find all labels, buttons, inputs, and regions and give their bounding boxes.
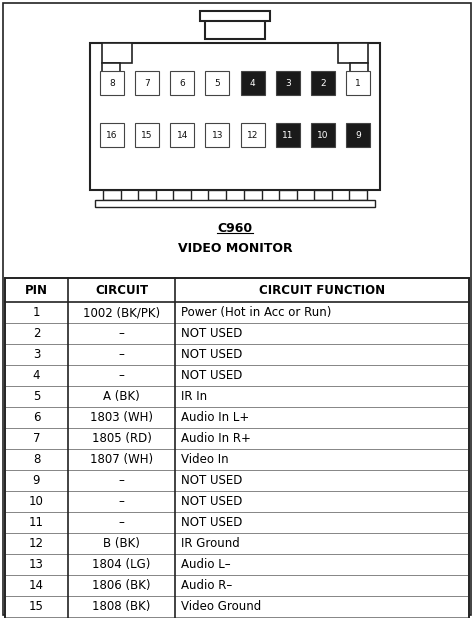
Text: 13: 13 <box>212 130 223 140</box>
Text: 7: 7 <box>144 78 150 88</box>
Text: –: – <box>118 474 125 487</box>
Text: 1: 1 <box>355 78 361 88</box>
Bar <box>102 43 132 63</box>
Bar <box>209 190 227 200</box>
Text: 8: 8 <box>33 453 40 466</box>
Text: NOT USED: NOT USED <box>181 495 242 508</box>
Text: 8: 8 <box>109 78 115 88</box>
Text: 3: 3 <box>33 348 40 361</box>
Text: VIDEO MONITOR: VIDEO MONITOR <box>178 242 292 255</box>
Text: 11: 11 <box>282 130 293 140</box>
Bar <box>170 71 194 95</box>
Text: –: – <box>118 327 125 340</box>
Text: 4: 4 <box>33 369 40 382</box>
Text: 1803 (WH): 1803 (WH) <box>90 411 153 424</box>
Text: NOT USED: NOT USED <box>181 327 242 340</box>
Text: 15: 15 <box>141 130 153 140</box>
Text: 1002 (BK/PK): 1002 (BK/PK) <box>83 306 160 319</box>
Bar <box>314 190 332 200</box>
Bar <box>138 190 156 200</box>
Bar <box>95 200 375 207</box>
Bar <box>276 71 300 95</box>
Bar <box>244 190 262 200</box>
Text: 2: 2 <box>320 78 326 88</box>
Bar <box>205 123 229 147</box>
Bar <box>170 123 194 147</box>
Text: NOT USED: NOT USED <box>181 474 242 487</box>
Text: Audio In L+: Audio In L+ <box>181 411 249 424</box>
Text: Power (Hot in Acc or Run): Power (Hot in Acc or Run) <box>181 306 331 319</box>
Text: –: – <box>118 348 125 361</box>
Text: 1806 (BK): 1806 (BK) <box>92 579 151 592</box>
Text: 1804 (LG): 1804 (LG) <box>92 558 151 571</box>
Text: 7: 7 <box>33 432 40 445</box>
Bar <box>346 123 370 147</box>
Bar <box>205 17 265 39</box>
Bar <box>5 278 469 618</box>
Bar <box>102 63 120 73</box>
Text: 9: 9 <box>33 474 40 487</box>
Text: 6: 6 <box>180 78 185 88</box>
Text: 4: 4 <box>250 78 255 88</box>
Text: A (BK): A (BK) <box>103 390 140 403</box>
Text: Video Ground: Video Ground <box>181 600 261 613</box>
Text: B (BK): B (BK) <box>103 537 140 550</box>
Text: 5: 5 <box>33 390 40 403</box>
Text: 1807 (WH): 1807 (WH) <box>90 453 153 466</box>
Text: 13: 13 <box>29 558 44 571</box>
Text: 9: 9 <box>355 130 361 140</box>
Bar <box>338 43 368 63</box>
Text: 10: 10 <box>29 495 44 508</box>
Text: IR In: IR In <box>181 390 207 403</box>
Text: 2: 2 <box>33 327 40 340</box>
Text: NOT USED: NOT USED <box>181 348 242 361</box>
Text: 16: 16 <box>106 130 118 140</box>
Text: 3: 3 <box>285 78 291 88</box>
Text: 12: 12 <box>247 130 258 140</box>
Text: Audio In R+: Audio In R+ <box>181 432 251 445</box>
Text: IR Ground: IR Ground <box>181 537 240 550</box>
Bar <box>349 190 367 200</box>
Text: CIRCUIT FUNCTION: CIRCUIT FUNCTION <box>259 284 385 297</box>
Bar <box>350 63 368 73</box>
Text: PIN: PIN <box>25 284 48 297</box>
Bar <box>200 11 270 21</box>
Text: 1805 (RD): 1805 (RD) <box>91 432 151 445</box>
Bar <box>241 71 264 95</box>
Text: 11: 11 <box>29 516 44 529</box>
Bar <box>100 71 124 95</box>
Bar <box>311 123 335 147</box>
Text: 15: 15 <box>29 600 44 613</box>
Text: 6: 6 <box>33 411 40 424</box>
Text: –: – <box>118 495 125 508</box>
Bar <box>135 123 159 147</box>
Bar <box>346 71 370 95</box>
Bar <box>205 71 229 95</box>
Text: 1: 1 <box>33 306 40 319</box>
Bar <box>241 123 264 147</box>
Text: NOT USED: NOT USED <box>181 369 242 382</box>
Text: CIRCUIT: CIRCUIT <box>95 284 148 297</box>
Text: Audio R–: Audio R– <box>181 579 232 592</box>
Bar <box>135 71 159 95</box>
Text: Audio L–: Audio L– <box>181 558 231 571</box>
Bar <box>173 190 191 200</box>
Text: 5: 5 <box>215 78 220 88</box>
Text: 1808 (BK): 1808 (BK) <box>92 600 151 613</box>
Bar <box>311 71 335 95</box>
Text: C960: C960 <box>218 222 253 235</box>
Text: –: – <box>118 516 125 529</box>
Text: 12: 12 <box>29 537 44 550</box>
Text: –: – <box>118 369 125 382</box>
Text: 14: 14 <box>29 579 44 592</box>
Text: 10: 10 <box>317 130 328 140</box>
Bar <box>90 43 380 190</box>
Bar <box>103 190 121 200</box>
Bar <box>279 190 297 200</box>
Bar <box>100 123 124 147</box>
Text: Video In: Video In <box>181 453 228 466</box>
Text: NOT USED: NOT USED <box>181 516 242 529</box>
Bar <box>276 123 300 147</box>
Text: 14: 14 <box>177 130 188 140</box>
